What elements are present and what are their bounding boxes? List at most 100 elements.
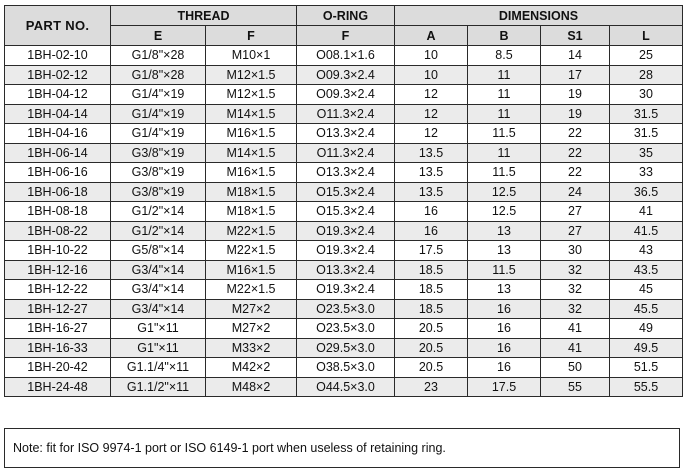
cell-oring-f: O29.5×3.0 — [296, 337, 395, 358]
cell-dim-a: 13.5 — [394, 162, 468, 183]
cell-dim-s1: 41 — [540, 337, 610, 358]
cell-part-no: 1BH-06-18 — [4, 181, 111, 202]
cell-oring-f: O38.5×3.0 — [296, 357, 395, 378]
cell-thread-e: G3/4"×14 — [110, 298, 206, 319]
cell-dim-s1: 22 — [540, 142, 610, 163]
cell-part-no: 1BH-04-12 — [4, 84, 111, 105]
cell-thread-e: G1/4"×19 — [110, 84, 206, 105]
cell-thread-f: M48×2 — [205, 376, 297, 397]
table-header: PART NO. THREAD O-RING DIMENSIONS E F F … — [4, 5, 683, 46]
cell-part-no: 1BH-08-18 — [4, 201, 111, 222]
cell-oring-f: O11.3×2.4 — [296, 103, 395, 124]
cell-part-no: 1BH-02-10 — [4, 45, 111, 66]
cell-dim-b: 12.5 — [467, 201, 541, 222]
cell-thread-e: G3/8"×19 — [110, 142, 206, 163]
cell-thread-f: M12×1.5 — [205, 64, 297, 85]
cell-thread-e: G1"×11 — [110, 337, 206, 358]
cell-dim-b: 16 — [467, 318, 541, 339]
table-row: 1BH-02-12 G1/8"×28 M12×1.5 O09.3×2.4 10 11 17 2… — [4, 64, 683, 85]
col-header-a: A — [394, 25, 468, 46]
cell-thread-e: G1/4"×19 — [110, 123, 206, 144]
cell-oring-f: O15.3×2.4 — [296, 201, 395, 222]
cell-dim-s1: 27 — [540, 220, 610, 241]
cell-dim-a: 16 — [394, 201, 468, 222]
cell-thread-f: M16×1.5 — [205, 123, 297, 144]
table-row: 1BH-20-42 G1.1/4"×11 M42×2 O38.5×3.0 20.5 16 5… — [4, 357, 683, 378]
cell-dim-s1: 32 — [540, 279, 610, 300]
cell-dim-b: 11 — [467, 103, 541, 124]
cell-thread-e: G5/8"×14 — [110, 240, 206, 261]
cell-thread-f: M16×1.5 — [205, 162, 297, 183]
cell-oring-f: O09.3×2.4 — [296, 84, 395, 105]
col-header-oring-f: F — [296, 25, 395, 46]
cell-dim-l: 41.5 — [609, 220, 683, 241]
cell-dim-a: 12 — [394, 123, 468, 144]
cell-dim-l: 45 — [609, 279, 683, 300]
cell-dim-b: 11.5 — [467, 123, 541, 144]
cell-oring-f: O19.3×2.4 — [296, 240, 395, 261]
cell-dim-a: 10 — [394, 45, 468, 66]
cell-dim-a: 13.5 — [394, 142, 468, 163]
cell-oring-f: O13.3×2.4 — [296, 259, 395, 280]
col-header-e: E — [110, 25, 206, 46]
cell-dim-b: 11 — [467, 84, 541, 105]
cell-dim-s1: 14 — [540, 45, 610, 66]
table-row: 1BH-08-22 G1/2"×14 M22×1.5 O19.3×2.4 16 13 27 4… — [4, 220, 683, 241]
cell-oring-f: O13.3×2.4 — [296, 123, 395, 144]
cell-dim-s1: 19 — [540, 84, 610, 105]
cell-part-no: 1BH-12-16 — [4, 259, 111, 280]
cell-thread-f: M14×1.5 — [205, 103, 297, 124]
cell-dim-s1: 22 — [540, 123, 610, 144]
cell-dim-a: 12 — [394, 84, 468, 105]
cell-dim-l: 28 — [609, 64, 683, 85]
table-body: 1BH-02-10 G1/8"×28 M10×1 O08.1×1.6 10 8.5 14 25… — [4, 45, 683, 397]
dimension-table: PART NO. THREAD O-RING DIMENSIONS E F F … — [4, 5, 683, 397]
cell-dim-s1: 50 — [540, 357, 610, 378]
cell-oring-f: O08.1×1.6 — [296, 45, 395, 66]
cell-dim-a: 18.5 — [394, 298, 468, 319]
cell-dim-b: 13 — [467, 220, 541, 241]
cell-dim-a: 18.5 — [394, 259, 468, 280]
cell-dim-s1: 55 — [540, 376, 610, 397]
cell-dim-l: 51.5 — [609, 357, 683, 378]
cell-thread-f: M14×1.5 — [205, 142, 297, 163]
cell-dim-l: 55.5 — [609, 376, 683, 397]
cell-part-no: 1BH-04-14 — [4, 103, 111, 124]
cell-dim-l: 25 — [609, 45, 683, 66]
cell-oring-f: O13.3×2.4 — [296, 162, 395, 183]
cell-dim-s1: 22 — [540, 162, 610, 183]
cell-dim-b: 13 — [467, 240, 541, 261]
col-header-b: B — [467, 25, 541, 46]
table-row: 1BH-16-33 G1"×11 M33×2 O29.5×3.0 20.5 16 41 49.… — [4, 337, 683, 358]
cell-dim-a: 17.5 — [394, 240, 468, 261]
cell-dim-b: 11.5 — [467, 259, 541, 280]
cell-dim-s1: 27 — [540, 201, 610, 222]
cell-dim-b: 17.5 — [467, 376, 541, 397]
cell-thread-f: M42×2 — [205, 357, 297, 378]
cell-oring-f: O19.3×2.4 — [296, 279, 395, 300]
cell-thread-f: M12×1.5 — [205, 84, 297, 105]
table-row: 1BH-16-27 G1"×11 M27×2 O23.5×3.0 20.5 16 41 49 — [4, 318, 683, 339]
table-row: 1BH-06-14 G3/8"×19 M14×1.5 O11.3×2.4 13.5 11 2… — [4, 142, 683, 163]
header-sub-row: E F F A B S1 L — [5, 25, 683, 46]
header-group-row: PART NO. THREAD O-RING DIMENSIONS — [4, 5, 683, 46]
oring-group-header: O-RING — [296, 5, 395, 26]
cell-dim-l: 36.5 — [609, 181, 683, 202]
cell-thread-f: M27×2 — [205, 318, 297, 339]
table-row: 1BH-06-16 G3/8"×19 M16×1.5 O13.3×2.4 13.5 11.… — [4, 162, 683, 183]
table-row: 1BH-10-22 G5/8"×14 M22×1.5 O19.3×2.4 17.5 13 3… — [4, 240, 683, 261]
cell-thread-f: M33×2 — [205, 337, 297, 358]
part-no-header: PART NO. — [4, 5, 111, 46]
cell-thread-e: G1.1/2"×11 — [110, 376, 206, 397]
cell-dim-s1: 30 — [540, 240, 610, 261]
cell-dim-a: 20.5 — [394, 357, 468, 378]
cell-dim-b: 12.5 — [467, 181, 541, 202]
cell-part-no: 1BH-12-22 — [4, 279, 111, 300]
cell-thread-f: M22×1.5 — [205, 240, 297, 261]
col-header-thread-f: F — [205, 25, 297, 46]
cell-oring-f: O23.5×3.0 — [296, 298, 395, 319]
cell-dim-l: 49 — [609, 318, 683, 339]
table-row: 1BH-04-12 G1/4"×19 M12×1.5 O09.3×2.4 12 11 19 3… — [4, 84, 683, 105]
table-row: 1BH-12-27 G3/4"×14 M27×2 O23.5×3.0 18.5 16 32 4… — [4, 298, 683, 319]
